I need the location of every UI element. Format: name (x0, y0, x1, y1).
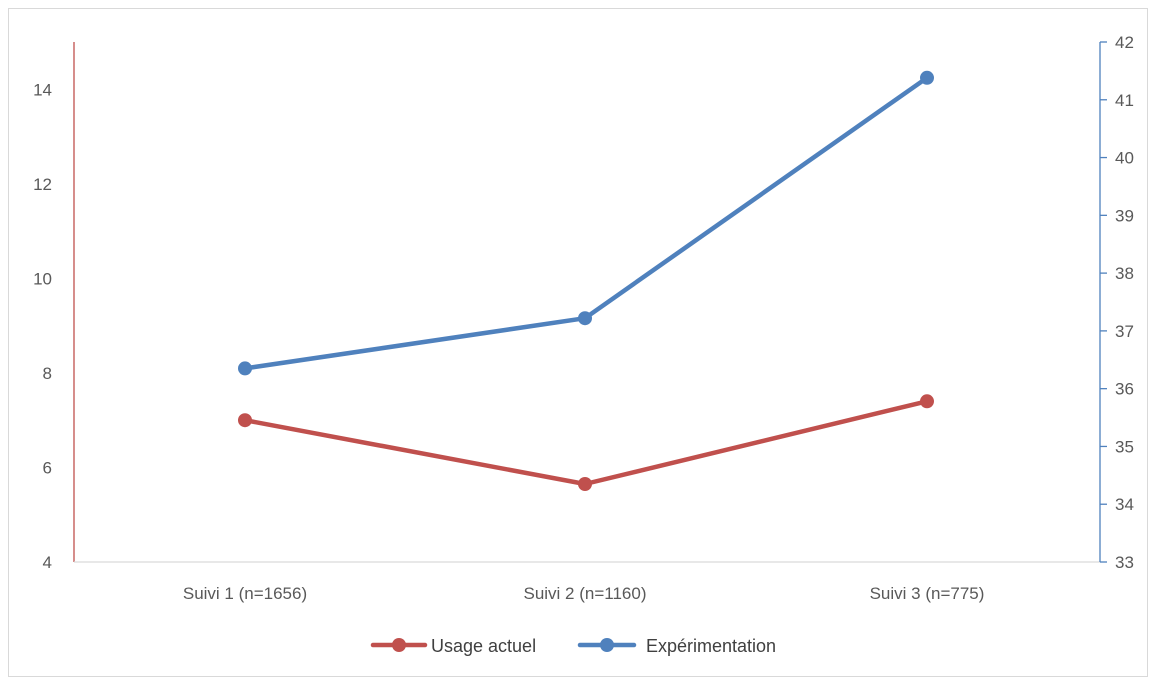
data-point (238, 413, 252, 428)
legend: Usage actuel Expérimentation (370, 636, 776, 656)
axes: 4 6 8 10 12 14 33 34 35 36 37 38 39 40 41 42 Suivi 1 (n=… (33, 33, 1134, 603)
y-right-tick-label: 35 (1115, 437, 1134, 456)
y-left-tick-label: 12 (33, 175, 52, 194)
data-point (578, 477, 592, 491)
legend-marker (392, 638, 406, 652)
y-right-tick-label: 37 (1115, 322, 1134, 341)
series-line (242, 399, 930, 487)
y-right-tick-label: 39 (1115, 206, 1134, 225)
y-right-tick-label: 33 (1115, 553, 1134, 572)
x-tick-label: Suivi 2 (n=1160) (523, 584, 646, 603)
x-tick-label: Suivi 1 (n=1656) (183, 584, 307, 603)
y-left-tick-label: 6 (43, 458, 52, 477)
legend-label: Expérimentation (646, 636, 776, 656)
data-point (920, 394, 934, 409)
y-right-tick-label: 34 (1115, 495, 1134, 514)
x-tick-label: Suivi 3 (n=775) (870, 584, 985, 603)
data-point (920, 70, 934, 85)
y-right-tick-label: 38 (1115, 264, 1134, 283)
y-right-tick-label: 36 (1115, 380, 1134, 399)
data-point (238, 361, 252, 376)
y-right-tick-label: 42 (1115, 33, 1134, 52)
legend-label: Usage actuel (431, 636, 536, 656)
y-right-tick-label: 40 (1115, 149, 1134, 168)
y-left-tick-label: 10 (33, 269, 52, 288)
y-right-tick-label: 41 (1115, 91, 1134, 110)
data-point (578, 311, 592, 326)
chart-frame (8, 8, 1148, 677)
legend-marker (600, 638, 614, 652)
y-left-tick-label: 8 (43, 364, 52, 383)
y-left-tick-label: 4 (43, 553, 52, 572)
y-left-tick-label: 14 (33, 80, 52, 99)
series-layer (238, 70, 934, 491)
